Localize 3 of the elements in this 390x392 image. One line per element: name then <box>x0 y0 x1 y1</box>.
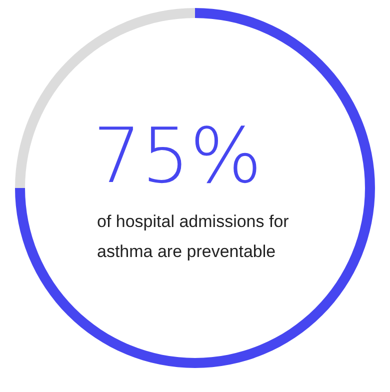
text: 75% <box>93 111 262 200</box>
text: of hospital admissions for asthma are preventable <box>97 212 290 261</box>
donut-slice <box>15 8 375 368</box>
